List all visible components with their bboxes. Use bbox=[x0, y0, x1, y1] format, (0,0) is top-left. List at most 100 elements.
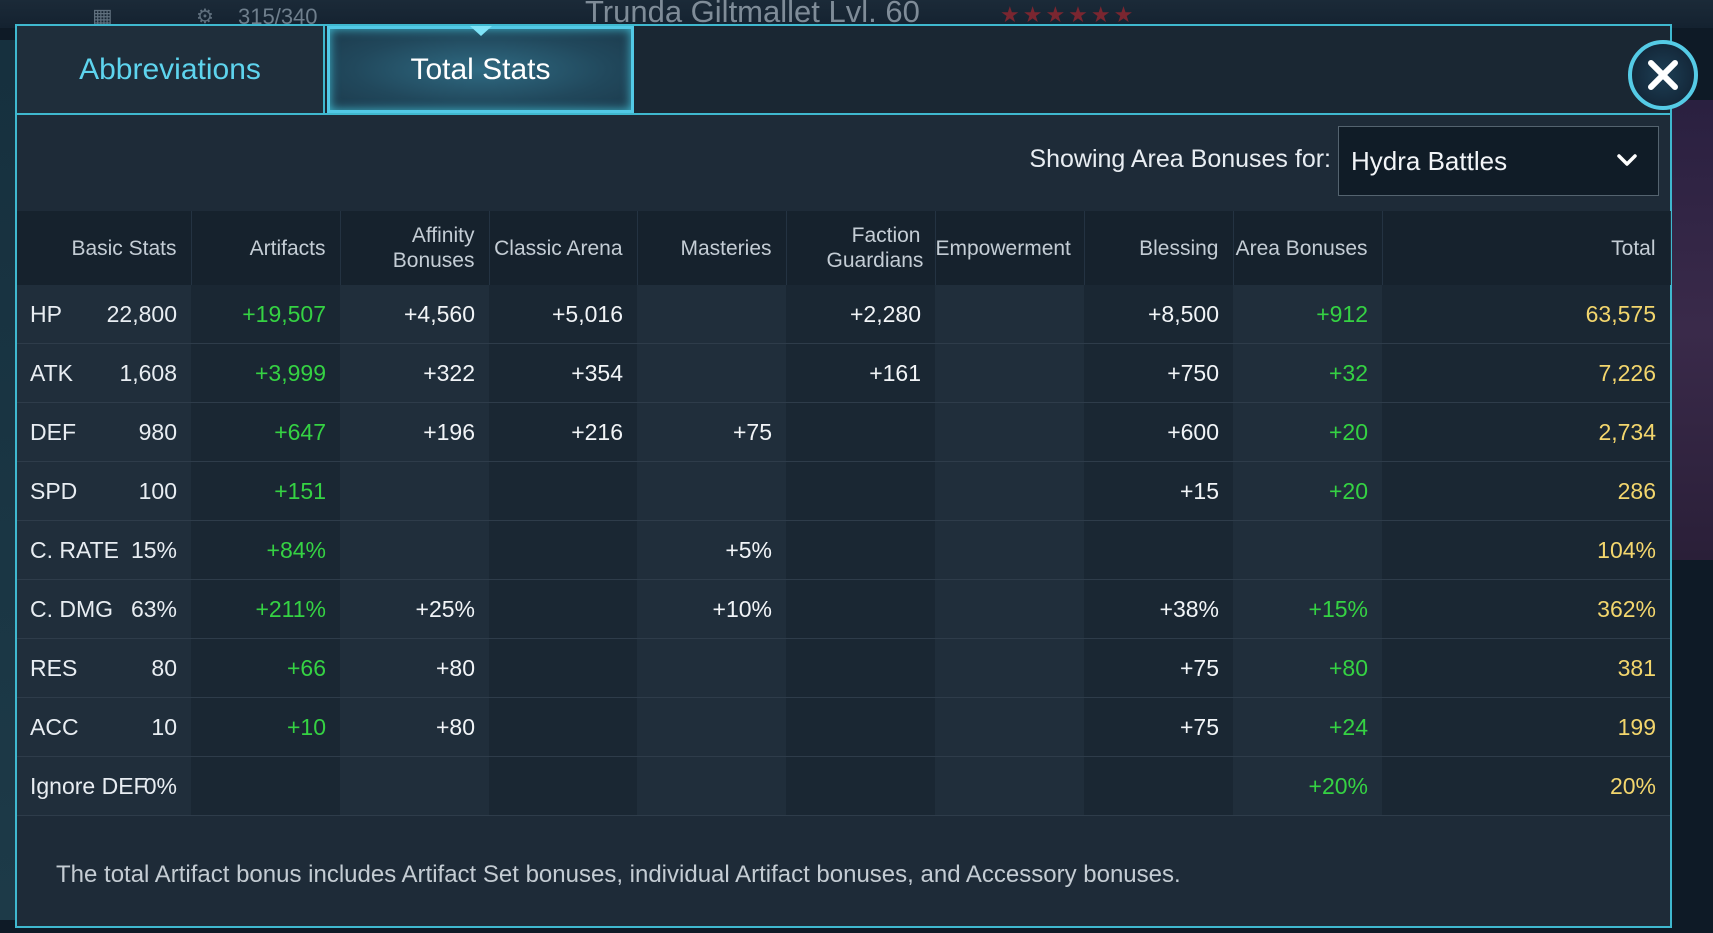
affinity-cell bbox=[340, 461, 489, 521]
guardians-cell bbox=[786, 638, 935, 698]
background-right-edge bbox=[1672, 100, 1713, 560]
artifacts-cell: +647 bbox=[191, 402, 340, 462]
blessing-cell: +8,500 bbox=[1084, 285, 1233, 344]
artifact-bonus-note: The total Artifact bonus includes Artifa… bbox=[56, 861, 1181, 888]
grid-icon: ▦ bbox=[92, 4, 113, 29]
masteries-cell bbox=[637, 697, 786, 757]
close-button[interactable] bbox=[1628, 40, 1698, 110]
affinity-cell: +80 bbox=[340, 638, 489, 698]
masteries-cell bbox=[637, 756, 786, 816]
dropdown-selected-value: Hydra Battles bbox=[1351, 145, 1508, 176]
guardians-cell bbox=[786, 756, 935, 816]
total-cell: 2,734 bbox=[1382, 402, 1670, 462]
chevron-down-icon bbox=[1617, 154, 1637, 166]
hero-stars: ★★★★★★ bbox=[1000, 2, 1137, 27]
stat-cell: C. DMG 63% bbox=[17, 579, 191, 639]
area-cell: +20 bbox=[1233, 461, 1382, 521]
artifacts-cell: +84% bbox=[191, 520, 340, 580]
basic-stat-value: 1,608 bbox=[119, 359, 177, 386]
area-cell: +32 bbox=[1233, 343, 1382, 403]
area-cell: +20 bbox=[1233, 402, 1382, 462]
empowerment-cell bbox=[935, 520, 1084, 580]
empowerment-cell bbox=[935, 756, 1084, 816]
tab-abbreviations[interactable]: Abbreviations bbox=[17, 26, 325, 113]
stat-cell: DEF 980 bbox=[17, 402, 191, 462]
masteries-cell bbox=[637, 638, 786, 698]
arena-cell bbox=[489, 697, 637, 757]
stat-name: SPD bbox=[30, 477, 78, 504]
total-cell: 199 bbox=[1382, 697, 1670, 757]
filter-label: Showing Area Bonuses for: bbox=[1029, 145, 1331, 173]
table-row: ATK 1,608 +3,999 +322 +354 +161 +750 +32 7,226 bbox=[17, 343, 1670, 403]
background-left-edge bbox=[0, 40, 16, 920]
basic-stat-value: 0% bbox=[143, 772, 177, 799]
guardians-cell bbox=[786, 402, 935, 462]
empowerment-cell bbox=[935, 343, 1084, 403]
blessing-cell: +750 bbox=[1084, 343, 1233, 403]
table-row: Ignore DEF 0% +20% 20% bbox=[17, 756, 1670, 816]
total-cell: 381 bbox=[1382, 638, 1670, 698]
basic-stat-value: 100 bbox=[138, 477, 177, 504]
artifacts-cell: +19,507 bbox=[191, 285, 340, 344]
header-area-bonuses: Area Bonuses bbox=[1233, 211, 1383, 285]
empowerment-cell bbox=[935, 638, 1084, 698]
basic-stat-value: 10 bbox=[151, 713, 177, 740]
tab-total-stats[interactable]: Total Stats bbox=[327, 26, 634, 113]
table-header-row: Basic Stats Artifacts Affinity Bonuses C… bbox=[17, 211, 1671, 285]
total-cell: 63,575 bbox=[1382, 285, 1670, 344]
affinity-cell: +80 bbox=[340, 697, 489, 757]
stats-table: Basic Stats Artifacts Affinity Bonuses C… bbox=[17, 211, 1671, 816]
stat-name: HP bbox=[30, 300, 62, 327]
basic-stat-value: 22,800 bbox=[106, 300, 177, 327]
empowerment-cell bbox=[935, 402, 1084, 462]
area-cell bbox=[1233, 520, 1382, 580]
table-row: HP 22,800 +19,507 +4,560 +5,016 +2,280 +8,500 +… bbox=[17, 285, 1670, 344]
stat-cell: RES 80 bbox=[17, 638, 191, 698]
total-cell: 20% bbox=[1382, 756, 1670, 816]
area-bonus-filter: Showing Area Bonuses for: Hydra Battles bbox=[17, 113, 1670, 211]
masteries-cell bbox=[637, 343, 786, 403]
active-tab-pointer-icon bbox=[470, 26, 492, 36]
empowerment-cell bbox=[935, 285, 1084, 344]
masteries-cell: +5% bbox=[637, 520, 786, 580]
stat-cell: ATK 1,608 bbox=[17, 343, 191, 403]
blessing-cell: +15 bbox=[1084, 461, 1233, 521]
empowerment-cell bbox=[935, 697, 1084, 757]
basic-stat-value: 980 bbox=[138, 418, 177, 445]
empowerment-cell bbox=[935, 461, 1084, 521]
basic-stat-value: 15% bbox=[130, 536, 177, 563]
arena-cell: +216 bbox=[489, 402, 637, 462]
basic-stat-value: 63% bbox=[130, 595, 177, 622]
artifacts-cell: +151 bbox=[191, 461, 340, 521]
masteries-cell: +75 bbox=[637, 402, 786, 462]
arena-cell bbox=[489, 756, 637, 816]
header-classic-arena: Classic Arena bbox=[489, 211, 638, 285]
total-cell: 7,226 bbox=[1382, 343, 1670, 403]
affinity-cell bbox=[340, 756, 489, 816]
table-row: C. RATE 15% +84% +5% 104% bbox=[17, 520, 1670, 580]
arena-cell bbox=[489, 520, 637, 580]
stat-name: C. DMG bbox=[30, 595, 114, 622]
masteries-cell: +10% bbox=[637, 579, 786, 639]
total-stats-panel: Abbreviations Total Stats Showing Area B… bbox=[15, 24, 1698, 928]
area-cell: +80 bbox=[1233, 638, 1382, 698]
masteries-cell bbox=[637, 461, 786, 521]
artifacts-cell: +66 bbox=[191, 638, 340, 698]
area-cell: +20% bbox=[1233, 756, 1382, 816]
total-cell: 286 bbox=[1382, 461, 1670, 521]
tab-bar: Abbreviations Total Stats bbox=[17, 26, 1670, 115]
blessing-cell: +75 bbox=[1084, 697, 1233, 757]
total-cell: 362% bbox=[1382, 579, 1670, 639]
header-empowerment: Empowerment bbox=[935, 211, 1085, 285]
gear-icon: ⚙ bbox=[196, 6, 214, 28]
blessing-cell: +75 bbox=[1084, 638, 1233, 698]
stat-name: DEF bbox=[30, 418, 76, 445]
affinity-cell: +322 bbox=[340, 343, 489, 403]
empowerment-cell bbox=[935, 579, 1084, 639]
table-row: C. DMG 63% +211% +25% +10% +38% +15% 362% bbox=[17, 579, 1670, 639]
arena-cell: +354 bbox=[489, 343, 637, 403]
header-artifacts: Artifacts bbox=[191, 211, 341, 285]
stat-name: RES bbox=[30, 654, 78, 681]
area-bonus-dropdown[interactable]: Hydra Battles bbox=[1338, 126, 1659, 196]
header-affinity-bonuses: Affinity Bonuses bbox=[340, 211, 490, 285]
